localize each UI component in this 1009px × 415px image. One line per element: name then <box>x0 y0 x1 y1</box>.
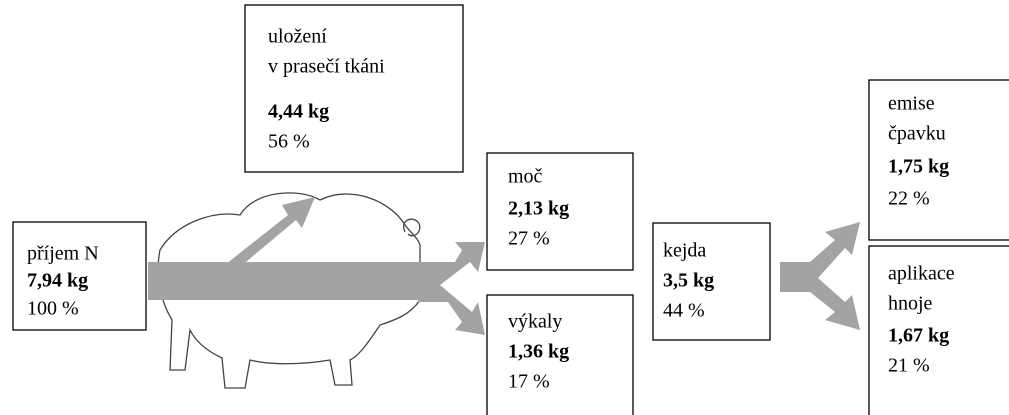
node-label: kejda <box>663 240 706 262</box>
node-label: příjem N <box>27 243 99 265</box>
node-share: 22 % <box>888 188 930 210</box>
node-share: 17 % <box>508 371 550 393</box>
node-amount: 1,75 kg <box>888 156 949 178</box>
node-share: 100 % <box>27 298 79 320</box>
arrow-urine <box>418 242 485 285</box>
node-label: moč <box>508 166 543 188</box>
node-amount: 4,44 kg <box>268 101 329 123</box>
node-share: 21 % <box>888 355 930 377</box>
node-label: čpavku <box>888 123 946 145</box>
arrow-slurry <box>780 222 860 330</box>
arrow-feces <box>418 285 485 335</box>
node-label: výkaly <box>508 311 562 333</box>
node-amount: 3,5 kg <box>663 270 714 292</box>
node-label: hnoje <box>888 293 933 315</box>
node-amount: 1,36 kg <box>508 341 569 363</box>
node-label: emise <box>888 93 935 115</box>
node-amount: 2,13 kg <box>508 198 569 220</box>
node-label: uložení <box>268 26 327 48</box>
node-share: 27 % <box>508 228 550 250</box>
node-label: aplikace <box>888 263 955 285</box>
node-share: 56 % <box>268 131 310 153</box>
node-amount: 7,94 kg <box>27 270 88 292</box>
node-share: 44 % <box>663 300 705 322</box>
node-amount: 1,67 kg <box>888 325 949 347</box>
node-label: v prasečí tkáni <box>268 56 385 78</box>
main-flow <box>148 262 423 300</box>
diagram: příjem N 7,94 kg 100 % uložení v prasečí… <box>0 0 1009 415</box>
